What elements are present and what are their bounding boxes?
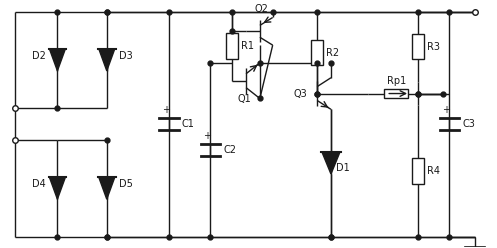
Text: R4: R4 (427, 166, 440, 176)
Polygon shape (50, 178, 65, 199)
Polygon shape (99, 178, 115, 199)
Bar (412, 158, 424, 184)
Polygon shape (322, 152, 340, 174)
Text: D4: D4 (32, 179, 46, 189)
Text: Q1: Q1 (237, 94, 251, 104)
Text: Rp1: Rp1 (387, 76, 406, 86)
Text: C1: C1 (182, 119, 195, 129)
Text: D1: D1 (336, 163, 350, 173)
Bar (311, 40, 323, 65)
Text: Q3: Q3 (294, 90, 307, 99)
Bar (412, 34, 424, 60)
Text: C3: C3 (462, 119, 475, 129)
Text: C2: C2 (223, 145, 236, 155)
Bar (384, 89, 408, 98)
Text: R2: R2 (326, 48, 339, 58)
Text: +: + (203, 131, 212, 141)
Text: Q2: Q2 (255, 3, 269, 14)
Text: R3: R3 (427, 42, 440, 52)
Text: D3: D3 (119, 51, 132, 61)
Text: D2: D2 (32, 51, 46, 61)
Text: +: + (442, 105, 450, 115)
Text: D5: D5 (119, 179, 133, 189)
Polygon shape (99, 49, 115, 71)
Text: R1: R1 (241, 41, 254, 51)
Text: +: + (162, 105, 170, 115)
Bar (226, 33, 238, 59)
Polygon shape (50, 49, 65, 71)
